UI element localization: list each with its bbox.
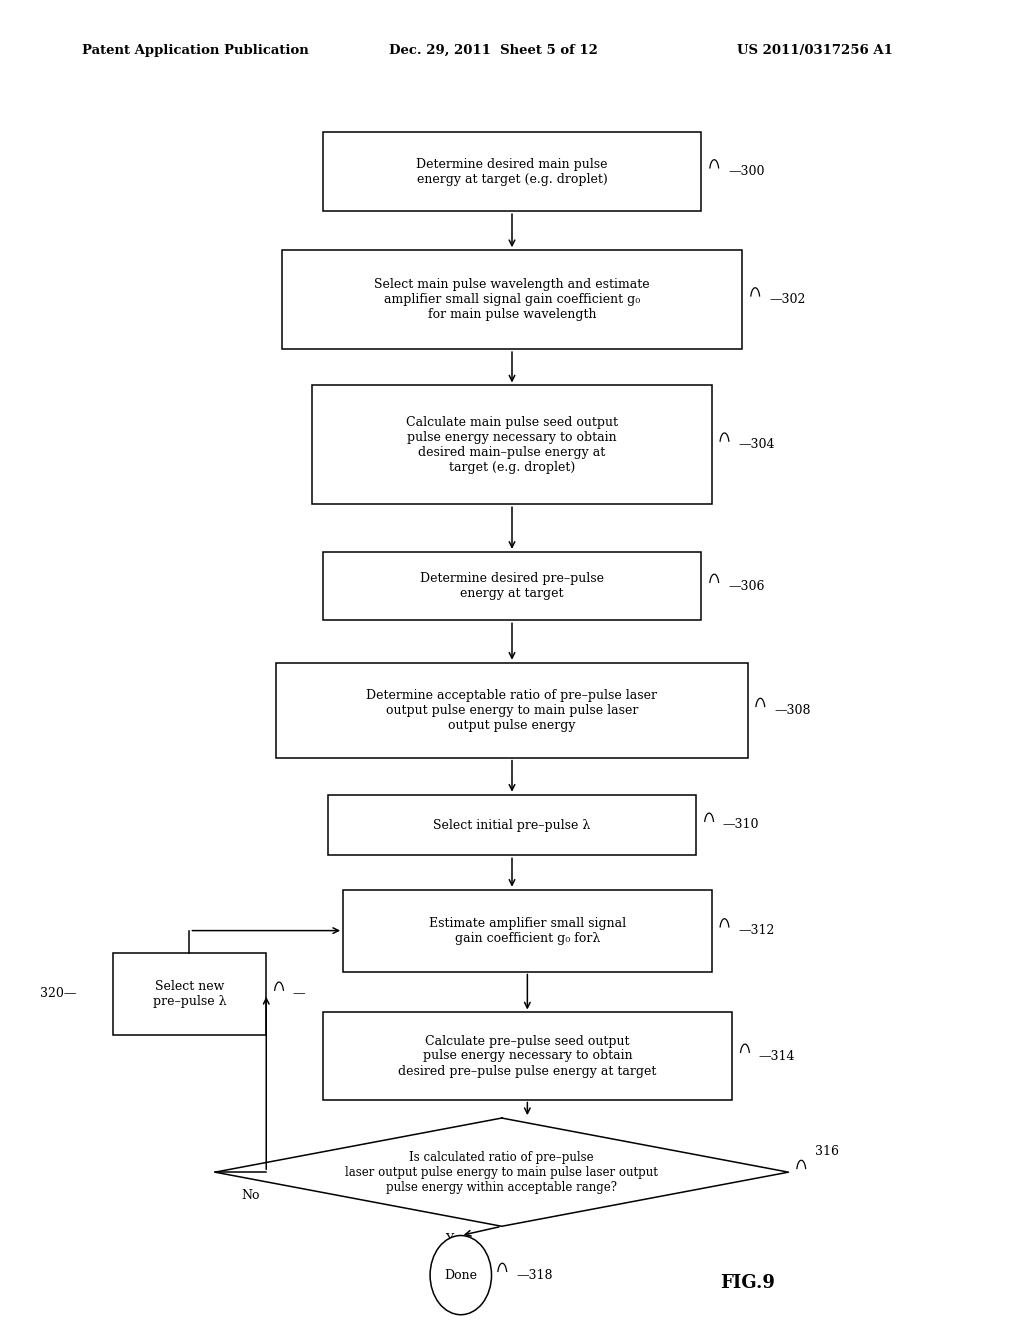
Text: Calculate pre–pulse seed output
pulse energy necessary to obtain
desired pre–pul: Calculate pre–pulse seed output pulse en… xyxy=(398,1035,656,1077)
Text: Done: Done xyxy=(444,1269,477,1282)
Text: Select main pulse wavelength and estimate
amplifier small signal gain coefficien: Select main pulse wavelength and estimat… xyxy=(374,279,650,321)
Text: —318: —318 xyxy=(516,1269,553,1282)
Text: No: No xyxy=(242,1189,260,1203)
FancyBboxPatch shape xyxy=(276,663,748,758)
Text: 316: 316 xyxy=(815,1144,839,1158)
FancyBboxPatch shape xyxy=(343,890,712,972)
FancyBboxPatch shape xyxy=(323,552,701,620)
Circle shape xyxy=(430,1236,492,1315)
Polygon shape xyxy=(215,1118,788,1226)
Text: Determine acceptable ratio of pre–pulse laser
output pulse energy to main pulse : Determine acceptable ratio of pre–pulse … xyxy=(367,689,657,731)
Text: —: — xyxy=(293,987,305,1001)
Text: —306: —306 xyxy=(728,579,765,593)
Text: —312: —312 xyxy=(738,924,775,937)
FancyBboxPatch shape xyxy=(328,795,696,855)
FancyBboxPatch shape xyxy=(323,1012,732,1100)
Text: —300: —300 xyxy=(728,165,765,178)
Text: —304: —304 xyxy=(738,438,775,451)
Text: Dec. 29, 2011  Sheet 5 of 12: Dec. 29, 2011 Sheet 5 of 12 xyxy=(389,44,598,57)
FancyBboxPatch shape xyxy=(323,132,701,211)
Text: US 2011/0317256 A1: US 2011/0317256 A1 xyxy=(737,44,893,57)
Text: Select new
pre–pulse λ: Select new pre–pulse λ xyxy=(153,979,226,1008)
Text: Select initial pre–pulse λ: Select initial pre–pulse λ xyxy=(433,818,591,832)
Text: Determine desired main pulse
energy at target (e.g. droplet): Determine desired main pulse energy at t… xyxy=(416,157,608,186)
Text: —308: —308 xyxy=(774,704,811,717)
Text: FIG.9: FIG.9 xyxy=(720,1274,775,1292)
Text: Yes: Yes xyxy=(445,1233,466,1246)
FancyBboxPatch shape xyxy=(282,251,742,348)
Text: Estimate amplifier small signal
gain coefficient g₀ forλ: Estimate amplifier small signal gain coe… xyxy=(429,916,626,945)
Text: Is calculated ratio of pre–pulse
laser output pulse energy to main pulse laser o: Is calculated ratio of pre–pulse laser o… xyxy=(345,1151,658,1193)
Text: Determine desired pre–pulse
energy at target: Determine desired pre–pulse energy at ta… xyxy=(420,572,604,601)
Text: Calculate main pulse seed output
pulse energy necessary to obtain
desired main–p: Calculate main pulse seed output pulse e… xyxy=(406,416,618,474)
Text: Patent Application Publication: Patent Application Publication xyxy=(82,44,308,57)
Text: —310: —310 xyxy=(723,818,760,832)
Text: 320—: 320— xyxy=(40,987,77,1001)
FancyBboxPatch shape xyxy=(113,953,266,1035)
Text: —314: —314 xyxy=(759,1049,796,1063)
FancyBboxPatch shape xyxy=(312,385,712,504)
Text: —302: —302 xyxy=(769,293,806,306)
